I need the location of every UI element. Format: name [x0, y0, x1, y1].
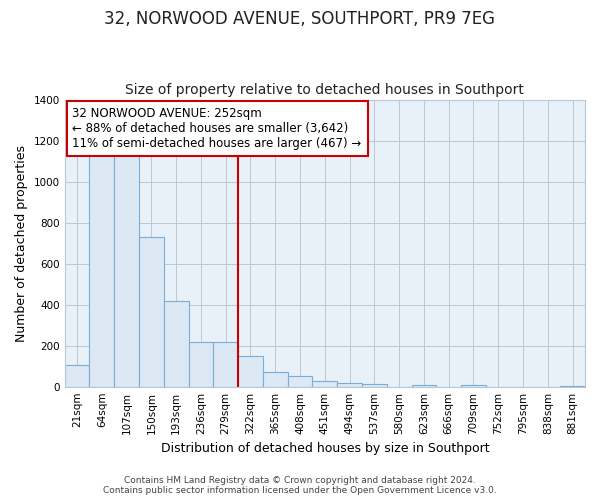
Bar: [89, 149, 114, 386]
Title: Size of property relative to detached houses in Southport: Size of property relative to detached ho…: [125, 83, 524, 97]
Text: 32, NORWOOD AVENUE, SOUTHPORT, PR9 7EG: 32, NORWOOD AVENUE, SOUTHPORT, PR9 7EG: [104, 10, 496, 28]
Bar: [287, 376, 313, 386]
Bar: [164, 300, 188, 386]
X-axis label: Distribution of detached houses by size in Southport: Distribution of detached houses by size …: [161, 442, 489, 455]
Bar: [238, 356, 263, 386]
Text: Contains HM Land Registry data © Crown copyright and database right 2024.
Contai: Contains HM Land Registry data © Crown c…: [103, 476, 497, 495]
Text: 32 NORWOOD AVENUE: 252sqm
← 88% of detached houses are smaller (3,642)
11% of se: 32 NORWOOD AVENUE: 252sqm ← 88% of detac…: [73, 106, 362, 150]
Bar: [65, 365, 89, 386]
Bar: [362, 384, 387, 386]
Bar: [214, 342, 238, 386]
Y-axis label: Number of detached properties: Number of detached properties: [15, 144, 28, 342]
Bar: [412, 384, 436, 386]
Bar: [461, 384, 486, 386]
Bar: [263, 372, 287, 386]
Bar: [139, 237, 164, 386]
Bar: [114, 149, 139, 386]
Bar: [313, 380, 337, 386]
Bar: [337, 382, 362, 386]
Bar: [188, 342, 214, 386]
